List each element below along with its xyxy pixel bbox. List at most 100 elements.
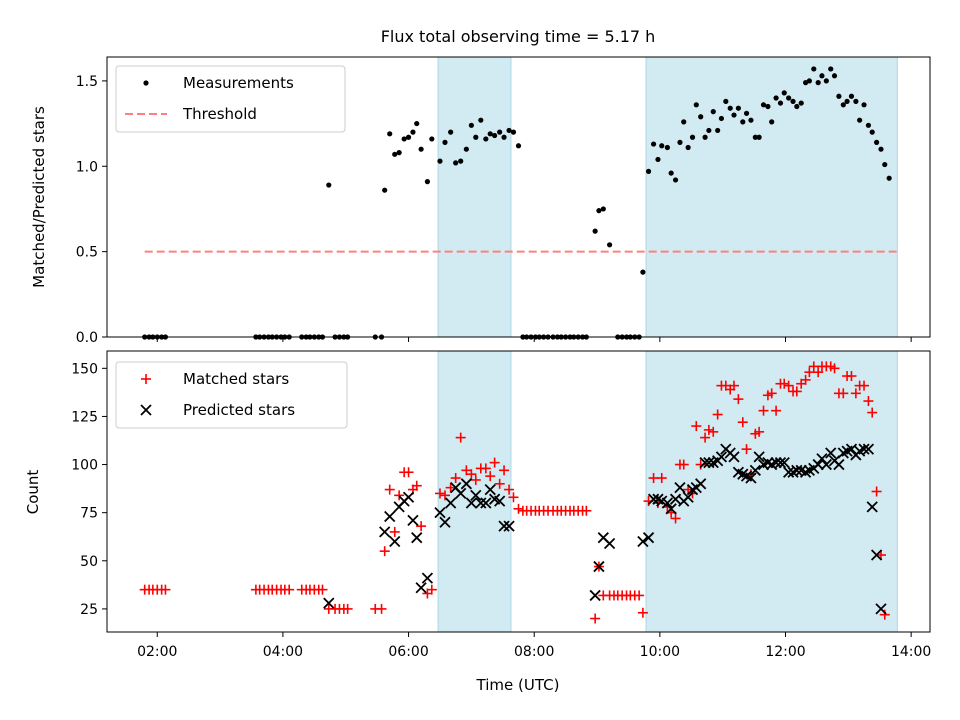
measurement-point <box>640 269 646 275</box>
measurement-point <box>326 182 332 188</box>
predicted-marker-b <box>589 589 601 602</box>
measurement-point <box>501 134 507 140</box>
legend-box <box>115 65 346 133</box>
predicted-marker-b <box>795 464 807 476</box>
plot-frame <box>106 56 931 338</box>
measurement-point <box>405 134 412 140</box>
predicted-marker-b <box>820 458 832 471</box>
predicted-star-point <box>439 516 451 528</box>
predicted-star-point <box>816 453 828 465</box>
predicted-star-point <box>862 443 875 455</box>
measurement-point <box>740 119 746 125</box>
matched-star-point <box>691 421 702 432</box>
measurement-point <box>473 134 479 140</box>
predicted-marker-b <box>494 495 506 507</box>
measurement-point <box>510 129 517 135</box>
predicted-star-point <box>774 456 787 469</box>
measurement-point <box>497 129 503 135</box>
y-tick-label: 1.5 <box>76 74 98 90</box>
x-tick-label: 02:00 <box>137 644 177 660</box>
legend-label: Threshold <box>182 105 257 123</box>
matched-star-point <box>656 473 667 484</box>
predicted-star-point <box>484 483 496 496</box>
predicted-marker-b <box>384 510 396 523</box>
measurement-point <box>735 105 741 111</box>
predicted-star-point <box>858 443 870 455</box>
measurement-point <box>437 158 443 164</box>
measurement-point <box>760 102 767 108</box>
measurement-point <box>487 131 493 137</box>
predicted-marker-b <box>470 489 482 501</box>
predicted-marker-b <box>647 493 660 505</box>
y-tick-label: 0.5 <box>76 245 98 261</box>
predicted-star-point <box>402 491 415 503</box>
predicted-star-point <box>470 489 482 501</box>
observing-interval <box>645 56 898 338</box>
measurement-point <box>886 175 892 181</box>
measurement-point <box>677 139 683 145</box>
predicted-marker-b <box>737 468 749 480</box>
predicted-marker-b <box>475 497 487 509</box>
legend-label: Predicted stars <box>183 401 295 419</box>
predicted-star-point <box>791 464 803 476</box>
legend-label: Matched stars <box>183 370 289 388</box>
predicted-marker-b <box>455 487 467 500</box>
matched-star-point <box>670 513 681 524</box>
legend-predicted-marker-b <box>140 404 152 416</box>
matched-star-point <box>733 394 744 405</box>
top-axes: 0.0 0.5 1.0 1.5 <box>76 56 931 346</box>
predicted-marker-b <box>597 532 609 544</box>
measurement-point <box>840 102 846 108</box>
bottom-legend: Matched stars Predicted stars <box>115 361 348 429</box>
measurement-point <box>786 95 792 101</box>
x-tick-label: 04:00 <box>263 644 303 660</box>
predicted-star-point <box>480 497 492 509</box>
measurement-point <box>806 78 812 84</box>
predicted-star-point <box>379 526 391 538</box>
predicted-marker-b <box>656 495 668 507</box>
matched-star-point <box>863 396 874 407</box>
predicted-marker-b <box>695 478 707 490</box>
measurement-point <box>418 146 424 152</box>
matched-star-point <box>703 424 714 435</box>
measurement-point <box>836 93 842 99</box>
measurement-point <box>600 206 606 212</box>
x-tick-label: 06:00 <box>388 644 428 660</box>
predicted-star-point <box>682 491 694 503</box>
measurement-point <box>492 132 498 139</box>
matched-star-point <box>708 426 719 437</box>
predicted-marker-b <box>389 535 401 548</box>
x-tick-label: 12:00 <box>765 644 805 660</box>
matched-star-point <box>376 603 387 614</box>
predicted-marker-b <box>445 497 457 509</box>
matched-star-point <box>455 432 466 443</box>
bottom-y-axis-label: Count <box>24 470 42 515</box>
measurement-point <box>853 98 859 104</box>
predicted-marker-b <box>745 472 757 484</box>
y-tick-label: 0.0 <box>76 330 98 346</box>
x-tick-label: 08:00 <box>514 644 554 660</box>
measurement-point <box>698 114 704 120</box>
measurement-point <box>650 141 657 147</box>
predicted-marker-b <box>674 482 686 494</box>
measurement-point <box>828 66 834 72</box>
measurement-point <box>681 119 687 125</box>
measurement-point <box>857 117 863 123</box>
bottom-panel: 02:00 04:00 06:00 08:00 10:00 12:00 14:00 25 50 7… <box>24 350 931 694</box>
measurement-point <box>424 179 431 185</box>
measurement-point <box>483 136 489 142</box>
predicted-star-point <box>715 451 728 463</box>
predicted-marker-b <box>715 451 728 463</box>
predicted-marker-b <box>661 497 674 509</box>
matched-star-point <box>712 409 723 420</box>
measurement-point <box>865 122 872 128</box>
predicted-marker-b <box>637 535 649 548</box>
measurement-point <box>718 115 725 122</box>
predicted-star-point <box>647 493 660 505</box>
matched-star-point <box>637 607 648 618</box>
predicted-star-point <box>323 597 335 609</box>
legend-box <box>115 361 348 429</box>
matched-star-point <box>741 444 752 455</box>
legend-measurement-marker <box>143 80 149 86</box>
predicted-marker-b <box>783 466 795 478</box>
